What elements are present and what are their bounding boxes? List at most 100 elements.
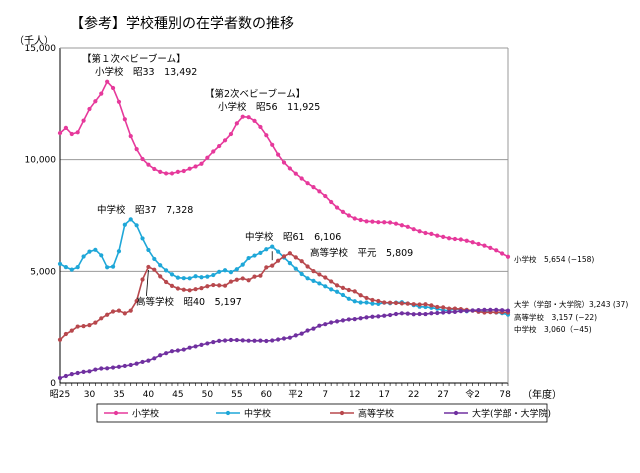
- x-tick-label: 17: [378, 390, 389, 400]
- data-point: [252, 274, 257, 279]
- data-point: [293, 333, 298, 338]
- data-point: [140, 236, 145, 241]
- data-point: [158, 263, 163, 268]
- data-point: [175, 286, 180, 291]
- data-point: [364, 219, 369, 224]
- data-point: [69, 267, 74, 272]
- data-point: [411, 227, 416, 232]
- data-point: [164, 171, 169, 176]
- x-tick-label: 45: [172, 390, 183, 400]
- data-point: [393, 221, 399, 226]
- data-point: [334, 283, 340, 288]
- data-point: [317, 281, 322, 286]
- data-point: [352, 317, 357, 322]
- data-point: [81, 254, 86, 259]
- data-point: [234, 121, 239, 126]
- data-point: [87, 106, 92, 112]
- data-point: [105, 265, 110, 270]
- data-point: [470, 308, 475, 313]
- data-point: [376, 220, 381, 225]
- data-point: [482, 243, 487, 248]
- data-point: [305, 276, 310, 281]
- data-point: [205, 284, 210, 289]
- data-point: [63, 331, 68, 337]
- data-point: [57, 375, 63, 381]
- data-point: [293, 255, 298, 260]
- data-point: [116, 249, 122, 254]
- data-point: [340, 318, 346, 323]
- annotations: 【第１次ベビーブーム】小学校 昭33 13,492 【第2次ベビーブーム】小学校 …: [82, 53, 413, 308]
- data-point: [193, 164, 198, 169]
- data-point: [281, 336, 287, 341]
- data-point: [299, 271, 304, 277]
- y-tick-label: 10,000: [25, 156, 57, 166]
- data-point: [169, 171, 175, 176]
- data-point: [252, 118, 257, 123]
- series-line: [59, 308, 509, 379]
- legend-box: [96, 403, 548, 423]
- x-axis-label: （年度）: [522, 388, 562, 401]
- data-point: [311, 326, 316, 331]
- data-point: [93, 99, 98, 104]
- data-point: [205, 341, 210, 346]
- x-tick-label: 35: [113, 390, 124, 400]
- data-point: [299, 176, 304, 181]
- data-point: [222, 138, 228, 143]
- data-point: [105, 79, 110, 84]
- data-point: [57, 337, 63, 342]
- data-point: [388, 312, 393, 318]
- data-point: [464, 308, 469, 314]
- data-point: [193, 287, 198, 292]
- y-axis-label: （千人）: [14, 35, 54, 47]
- data-point: [276, 258, 281, 263]
- data-point: [199, 161, 204, 166]
- data-point: [122, 363, 127, 369]
- data-point: [270, 244, 275, 249]
- data-point: [340, 285, 346, 291]
- data-point: [110, 85, 116, 91]
- data-point: [370, 219, 375, 224]
- data-point: [175, 169, 180, 174]
- data-point: [205, 155, 210, 160]
- data-point: [234, 267, 239, 272]
- data-point: [452, 236, 458, 242]
- data-point: [405, 224, 410, 229]
- data-point: [81, 118, 86, 123]
- data-point: [452, 306, 458, 311]
- data-point: [334, 289, 340, 294]
- data-point: [87, 249, 92, 254]
- data-point: [122, 311, 127, 316]
- data-point: [99, 253, 104, 258]
- x-tick-label: 平2: [288, 389, 303, 400]
- data-point: [199, 286, 204, 291]
- data-point: [217, 269, 222, 274]
- data-point: [217, 283, 222, 288]
- data-point: [441, 310, 446, 315]
- legend-marker: [453, 410, 459, 416]
- data-point: [352, 289, 357, 294]
- data-point: [423, 302, 428, 307]
- data-point: [152, 356, 157, 361]
- x-tick-label: 27: [437, 390, 448, 400]
- data-point: [99, 91, 104, 96]
- data-point: [382, 220, 387, 225]
- data-point: [134, 147, 139, 152]
- data-point: [488, 245, 493, 251]
- data-point: [293, 171, 298, 176]
- data-point: [340, 209, 346, 214]
- data-point: [376, 298, 381, 304]
- data-point: [281, 160, 287, 165]
- annotation-leader: [146, 269, 149, 297]
- x-tick-label: 7: [499, 390, 505, 400]
- annotation: 中学校 昭37 7,328: [97, 204, 193, 216]
- data-point: [211, 282, 216, 288]
- data-point: [93, 367, 98, 372]
- annotation: 高等学校 平元 5,809: [310, 247, 413, 259]
- data-point: [446, 236, 452, 241]
- series-line: [59, 252, 509, 341]
- data-point: [57, 261, 63, 266]
- data-point: [287, 260, 292, 266]
- end-labels: 小学校 5,654 (−158) 大学（学部・大学院）3,243 (37) 高等学校…: [514, 254, 628, 334]
- end-label: 高等学校 3,157 (−22): [514, 312, 597, 322]
